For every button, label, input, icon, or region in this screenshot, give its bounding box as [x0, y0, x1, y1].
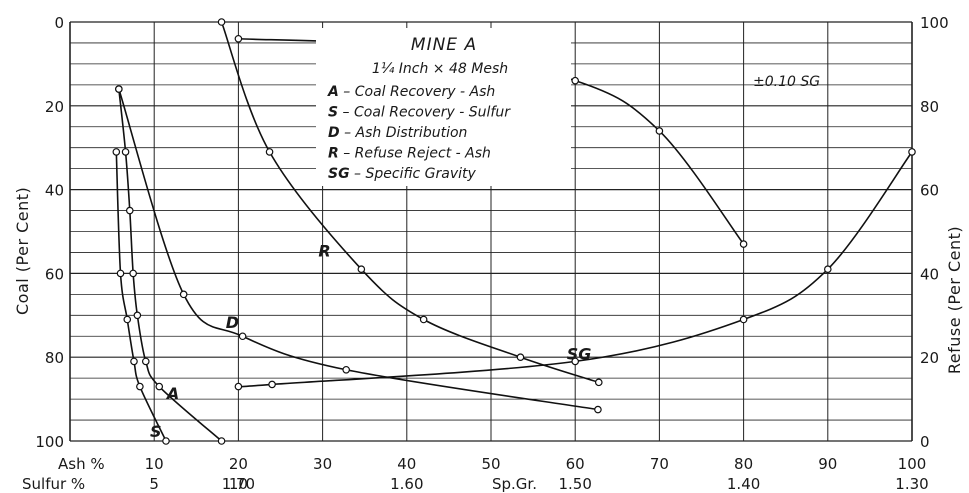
- left-tick-label: 40: [45, 182, 64, 200]
- series-d-point: [342, 365, 350, 374]
- series-sg-point: [234, 382, 243, 391]
- series-s-point: [162, 437, 170, 445]
- series-d-point: [238, 332, 247, 341]
- series-sg-point: [908, 148, 916, 156]
- legend: MINE A 1¼ Inch × 48 Mesh A – Coal Recove…: [316, 28, 571, 186]
- curve-label: S: [150, 422, 162, 441]
- ash-tick-label: 60: [566, 455, 585, 473]
- right-tick-label: 0: [920, 433, 930, 451]
- legend-entry: SG – Specific Gravity: [328, 166, 476, 182]
- legend-title: MINE A: [411, 35, 477, 55]
- sg-row-label: Sp.Gr.: [492, 475, 537, 493]
- curve-label: D: [226, 313, 239, 332]
- sg-tick-label: 1.50: [558, 475, 591, 493]
- series-a-point: [129, 269, 137, 278]
- series-a-point: [121, 148, 130, 156]
- right-tick-label: 20: [920, 349, 939, 367]
- right-tick-label: 40: [920, 265, 939, 283]
- ash-tick-label: 80: [734, 455, 753, 473]
- series-r-point: [516, 353, 525, 362]
- curve-label: R: [318, 242, 330, 261]
- legend-entry: A – Coal Recovery - Ash: [327, 84, 495, 100]
- series-r-point: [419, 315, 428, 324]
- series-s-point: [112, 148, 121, 156]
- left-tick-label: 0: [54, 14, 64, 32]
- sg-tick-label: 1.30: [895, 475, 928, 493]
- sg-tick-label: 1.70: [222, 475, 255, 493]
- right-tick-label: 100: [920, 14, 949, 32]
- series-d-point: [179, 290, 188, 299]
- left-tick-label: 60: [45, 265, 64, 283]
- series-a-point: [155, 382, 164, 391]
- left-tick-label: 80: [45, 349, 64, 367]
- legend-entry: S – Coal Recovery - Sulfur: [328, 105, 511, 121]
- series-s-point: [130, 357, 138, 366]
- sulfur-row-label: Sulfur %: [22, 475, 85, 493]
- series-s-point: [123, 315, 132, 324]
- ash-tick-label: 20: [229, 455, 248, 473]
- series-0-10-sg-point: [571, 76, 580, 85]
- series-s-point: [136, 382, 144, 391]
- series-0-10-sg-point: [234, 34, 243, 43]
- sg-tick-label: 1.60: [390, 475, 423, 493]
- sulfur-tick-label: 10: [229, 475, 248, 493]
- sg-tick-label: 1.40: [727, 475, 760, 493]
- ash-tick-label: 40: [397, 455, 416, 473]
- series-sg-point: [571, 357, 580, 366]
- legend-entry: D – Ash Distribution: [328, 125, 467, 141]
- left-tick-label: 100: [35, 433, 64, 451]
- ash-tick-label: 70: [650, 455, 669, 473]
- series-r-point: [217, 18, 226, 26]
- left-tick-label: 20: [45, 98, 64, 116]
- series-a-point: [217, 437, 226, 445]
- legend-subtitle: 1¼ Inch × 48 Mesh: [372, 61, 508, 77]
- left-axis-ticks: 0 20 40 60 80 100: [35, 14, 64, 451]
- curve-label: SG: [567, 344, 592, 363]
- right-tick-label: 80: [920, 98, 939, 116]
- series-r-point: [357, 265, 366, 274]
- series-sg-point: [823, 265, 832, 274]
- right-axis-ticks: 0 20 40 60 80 100: [920, 14, 949, 451]
- series-0-10-sg-point: [739, 240, 748, 248]
- ash-tick-label: 30: [313, 455, 332, 473]
- right-tick-label: 60: [920, 182, 939, 200]
- ash-tick-label: 50: [481, 455, 500, 473]
- series-0-10-sg-point: [655, 127, 664, 135]
- ash-tick-label: 10: [145, 455, 164, 473]
- series-s-point: [116, 269, 125, 278]
- series-a-point: [141, 357, 150, 366]
- ash-tick-label: 100: [898, 455, 927, 473]
- series-a-point: [133, 311, 142, 320]
- series-r-point: [265, 148, 274, 156]
- series-d-point: [115, 85, 123, 93]
- curve-label: A: [165, 384, 179, 403]
- series-d-point: [594, 405, 602, 414]
- series-r-point: [594, 378, 603, 387]
- right-axis-title: Refuse (Per Cent): [945, 226, 964, 374]
- series-sg-point: [739, 315, 748, 324]
- ash-row-label: Ash %: [58, 455, 105, 473]
- legend-entry: R – Refuse Reject - Ash: [328, 146, 491, 162]
- ash-tick-label: 90: [818, 455, 837, 473]
- sg-tolerance-annotation: ±0.10 SG: [753, 74, 820, 90]
- sulfur-tick-label: 5: [149, 475, 159, 493]
- left-axis-title: Coal (Per Cent): [13, 187, 32, 315]
- series-a-point: [125, 206, 134, 215]
- series-sg-point: [268, 380, 276, 389]
